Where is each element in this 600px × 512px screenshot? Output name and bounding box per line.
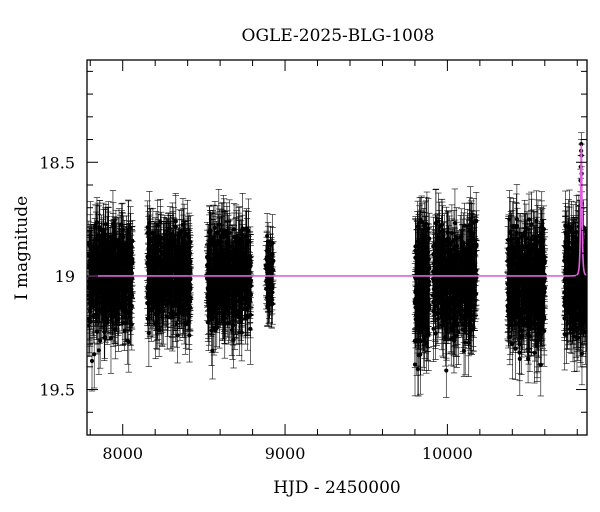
point-marker (122, 268, 126, 272)
point-marker (109, 251, 113, 255)
point-marker (171, 243, 175, 247)
point-marker (95, 220, 99, 224)
point-marker (89, 297, 93, 301)
point-marker (180, 298, 184, 302)
point-marker (113, 313, 117, 317)
point-marker (98, 254, 102, 258)
point-marker (188, 299, 192, 303)
point-marker (114, 260, 118, 264)
point-marker (147, 331, 151, 335)
point-marker (155, 267, 159, 271)
point-marker (170, 280, 174, 284)
point-marker (98, 228, 102, 232)
point-marker (148, 247, 152, 251)
point-marker (187, 320, 191, 324)
point-marker (104, 222, 108, 226)
point-marker (102, 292, 106, 296)
point-marker (90, 359, 94, 363)
point-marker (152, 251, 156, 255)
point-marker (89, 302, 93, 306)
point-marker (110, 243, 114, 247)
point-marker (100, 285, 104, 289)
point-marker (186, 271, 190, 275)
data-points (85, 133, 590, 398)
chart-title: OGLE-2025-BLG-1008 (242, 26, 435, 46)
point-marker (182, 252, 186, 256)
point-marker (115, 281, 119, 285)
point-marker (94, 261, 98, 265)
point-marker (104, 299, 108, 303)
point-marker (102, 249, 106, 253)
point-marker (97, 348, 101, 352)
point-marker (109, 336, 113, 340)
point-marker (106, 235, 110, 239)
point-marker (149, 301, 153, 305)
point-marker (116, 317, 120, 321)
point-marker (99, 259, 103, 263)
point-marker (186, 253, 190, 257)
point-marker (130, 305, 134, 309)
point-marker (145, 255, 149, 259)
point-marker (165, 244, 169, 248)
point-marker (123, 313, 127, 317)
point-marker (102, 235, 106, 239)
point-marker (169, 248, 173, 252)
point-marker (188, 287, 192, 291)
point-marker (121, 320, 125, 324)
point-marker (168, 297, 172, 301)
point-marker (164, 259, 168, 263)
point-marker (120, 262, 124, 266)
point-marker (164, 290, 168, 294)
point-marker (162, 237, 166, 241)
point-marker (157, 328, 161, 332)
point-marker (111, 299, 115, 303)
point-marker (130, 271, 134, 275)
point-marker (173, 293, 177, 297)
point-marker (184, 299, 188, 303)
point-marker (129, 266, 133, 270)
point-marker (92, 255, 96, 259)
point-marker (163, 269, 167, 273)
point-marker (187, 235, 191, 239)
